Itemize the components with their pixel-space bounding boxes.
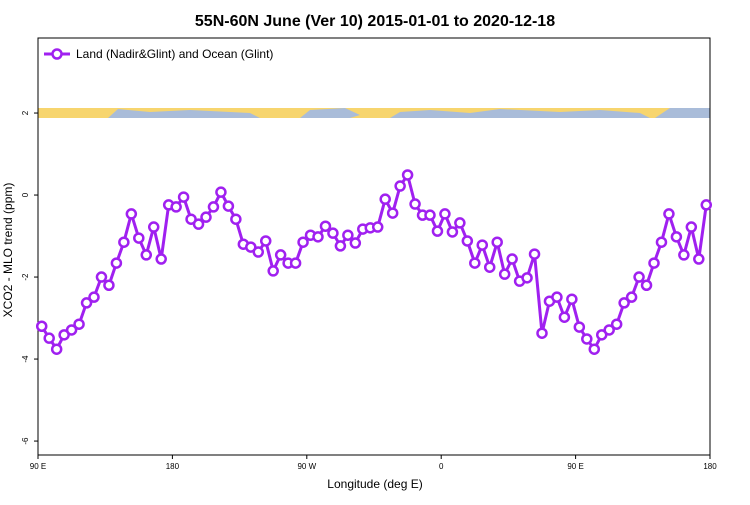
y-tick-label: 2	[21, 110, 30, 115]
data-point	[528, 248, 541, 260]
data-point	[648, 257, 660, 269]
chart-title: 55N-60N June (Ver 10) 2015-01-01 to 2020…	[195, 13, 555, 30]
data-point	[551, 291, 563, 303]
data-point	[386, 207, 399, 219]
data-point	[693, 253, 705, 265]
data-point	[469, 257, 481, 269]
data-point	[558, 311, 571, 323]
data-point	[581, 333, 593, 345]
data-point	[110, 257, 123, 269]
data-point	[140, 249, 153, 261]
data-point	[401, 169, 414, 181]
data-point	[35, 320, 48, 333]
data-point	[274, 249, 287, 261]
legend-label: Land (Nadir&Glint) and Ocean (Glint)	[76, 47, 273, 61]
data-point	[483, 261, 496, 273]
legend-marker	[51, 48, 63, 60]
y-tick-label: -6	[21, 437, 30, 445]
data-point	[259, 235, 272, 247]
data-point	[215, 186, 227, 198]
data-point	[379, 193, 391, 205]
data-point	[170, 201, 182, 213]
data-point	[476, 239, 489, 251]
data-point	[50, 343, 63, 355]
data-point	[349, 237, 362, 249]
data-point	[573, 321, 586, 333]
data-point	[155, 253, 167, 265]
data-point	[618, 297, 630, 309]
data-point	[633, 271, 645, 283]
data-point	[640, 279, 653, 291]
data-point	[371, 221, 384, 233]
data-point	[700, 199, 713, 211]
data-point	[506, 253, 518, 265]
data-point	[43, 332, 55, 344]
x-tick-label: 180	[166, 462, 180, 471]
data-point	[267, 265, 279, 277]
series-line	[40, 171, 708, 353]
x-tick-label: 90 W	[297, 462, 316, 471]
x-tick-label: 90 E	[567, 462, 583, 471]
data-point	[409, 198, 421, 210]
data-point	[103, 279, 115, 291]
data-point	[118, 236, 130, 248]
data-point	[80, 297, 93, 309]
data-point	[73, 318, 85, 330]
data-point	[424, 209, 436, 221]
y-tick-label: -4	[21, 355, 30, 363]
data-point	[192, 218, 205, 230]
data-point	[230, 213, 242, 225]
data-point	[566, 293, 578, 305]
data-point	[133, 232, 145, 244]
data-point	[439, 208, 451, 220]
y-tick-label: -2	[21, 273, 30, 281]
data-point	[312, 231, 324, 243]
data-point	[498, 268, 511, 280]
data-point	[95, 271, 108, 283]
data-point	[252, 246, 265, 258]
plot-frame	[37, 37, 711, 456]
y-tick-label: 0	[21, 192, 30, 197]
data-point	[289, 257, 302, 269]
data-point	[588, 343, 601, 355]
data-point	[342, 229, 354, 241]
data-point	[610, 318, 623, 330]
data-point	[394, 180, 406, 192]
data-point	[603, 324, 615, 336]
y-axis-label: XCO2 - MLO trend (ppm)	[1, 183, 15, 318]
data-point	[297, 236, 309, 248]
data-point	[461, 235, 474, 247]
data-point	[521, 272, 533, 284]
data-point	[334, 240, 347, 252]
x-tick-label: 180	[703, 462, 717, 471]
data-point	[207, 201, 220, 213]
x-axis-label: Longitude (deg E)	[327, 477, 422, 491]
data-point	[125, 208, 138, 220]
data-point	[454, 217, 466, 229]
land-ocean-strip	[38, 108, 710, 118]
data-point	[678, 249, 690, 261]
data-point	[88, 291, 100, 303]
data-point	[670, 231, 683, 243]
data-point	[147, 221, 160, 233]
data-point	[327, 227, 339, 239]
data-point	[663, 208, 675, 220]
legend: Land (Nadir&Glint) and Ocean (Glint)	[44, 47, 273, 61]
data-point	[200, 211, 212, 223]
data-point	[625, 291, 638, 303]
data-point	[491, 236, 503, 248]
data-point	[65, 324, 78, 336]
data-point	[431, 225, 444, 237]
x-tick-label: 0	[439, 462, 444, 471]
data-point	[177, 191, 190, 203]
data-point	[655, 236, 668, 248]
data-point	[536, 327, 548, 339]
data-point	[319, 220, 332, 232]
x-tick-label: 90 E	[30, 462, 46, 471]
data-point	[446, 226, 459, 238]
data-point	[222, 200, 235, 212]
data-point	[685, 221, 698, 233]
